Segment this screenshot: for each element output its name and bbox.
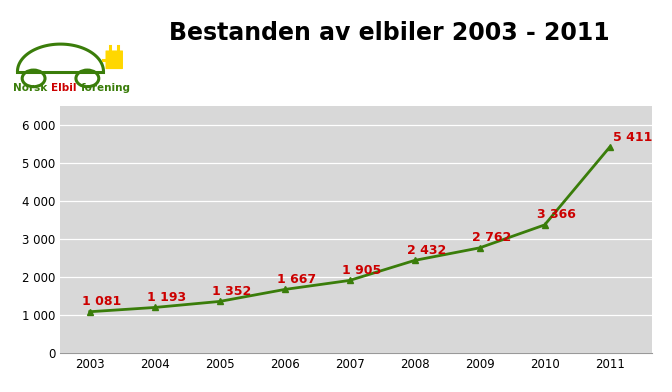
Text: 5 411: 5 411	[613, 131, 653, 144]
Text: 1 667: 1 667	[277, 273, 316, 286]
Text: 1 905: 1 905	[342, 264, 381, 277]
Text: Bestanden av elbiler 2003 - 2011: Bestanden av elbiler 2003 - 2011	[169, 21, 610, 45]
Text: 3 366: 3 366	[537, 209, 576, 221]
FancyBboxPatch shape	[106, 51, 123, 69]
Text: 2 762: 2 762	[472, 231, 511, 245]
Text: Elbil: Elbil	[51, 83, 77, 93]
Text: forening: forening	[81, 83, 130, 93]
Text: 1 081: 1 081	[82, 295, 121, 309]
Text: 1 352: 1 352	[212, 285, 251, 298]
Text: 2 432: 2 432	[407, 244, 446, 257]
Text: Norsk: Norsk	[13, 83, 51, 93]
Text: 1 193: 1 193	[147, 291, 186, 304]
